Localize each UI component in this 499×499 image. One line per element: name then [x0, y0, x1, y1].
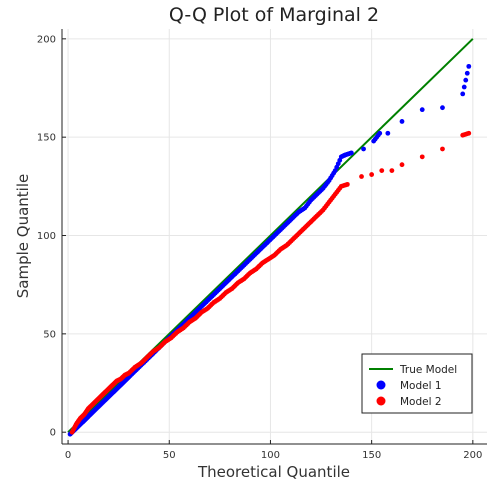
model-1-point — [440, 105, 445, 111]
legend-model-2-label: Model 2 — [400, 396, 442, 408]
model-1-point — [460, 91, 466, 97]
grid — [62, 29, 487, 444]
model-2-point — [399, 162, 405, 168]
y-axis-label: Sample Quantile — [14, 174, 32, 298]
model-2-point — [419, 154, 425, 160]
y-tick-label-2: 100 — [37, 231, 56, 242]
x-tick-label-1: 50 — [163, 450, 176, 461]
model-2-point — [359, 174, 364, 179]
model-2-point — [369, 172, 375, 177]
model-1-point — [466, 63, 472, 69]
x-axis-label: Theoretical Quantile — [197, 463, 350, 481]
model-1-point — [464, 70, 470, 76]
model-1-point — [377, 130, 383, 136]
legend-model-1-marker — [376, 380, 386, 390]
y-tick-label-3: 150 — [37, 133, 56, 144]
tick-labels: 0 50 100 150 200 0 50 100 150 200 — [37, 34, 482, 461]
model-2-point — [344, 181, 350, 187]
model-1-point — [463, 77, 469, 83]
y-tick-label-1: 50 — [43, 329, 56, 340]
model-2-point — [389, 168, 395, 174]
model-2-point — [379, 168, 385, 174]
x-tick-label-4: 200 — [463, 450, 482, 461]
chart-title: Q-Q Plot of Marginal 2 — [169, 4, 379, 26]
model-1-point — [349, 150, 354, 156]
model-1-point — [399, 119, 405, 124]
y-tick-label-0: 0 — [50, 428, 56, 439]
y-tick-label-4: 200 — [37, 34, 56, 45]
series-model-2 — [69, 130, 472, 435]
legend-model-1-label: Model 1 — [400, 380, 442, 392]
axes — [61, 29, 487, 445]
points-layer — [67, 63, 472, 437]
legend: True Model Model 1 Model 2 — [361, 353, 473, 414]
x-tick-label-0: 0 — [65, 450, 71, 461]
x-tick-label-3: 150 — [362, 450, 381, 461]
model-1-point — [419, 107, 425, 113]
model-1-point — [385, 130, 391, 136]
model-2-point — [440, 146, 445, 152]
model-1-point — [461, 84, 467, 90]
model-2-point — [466, 130, 472, 136]
x-tick-label-2: 100 — [261, 450, 280, 461]
legend-model-2-marker — [376, 396, 386, 406]
legend-true-model-label: True Model — [399, 364, 457, 376]
model-1-point — [361, 146, 366, 152]
